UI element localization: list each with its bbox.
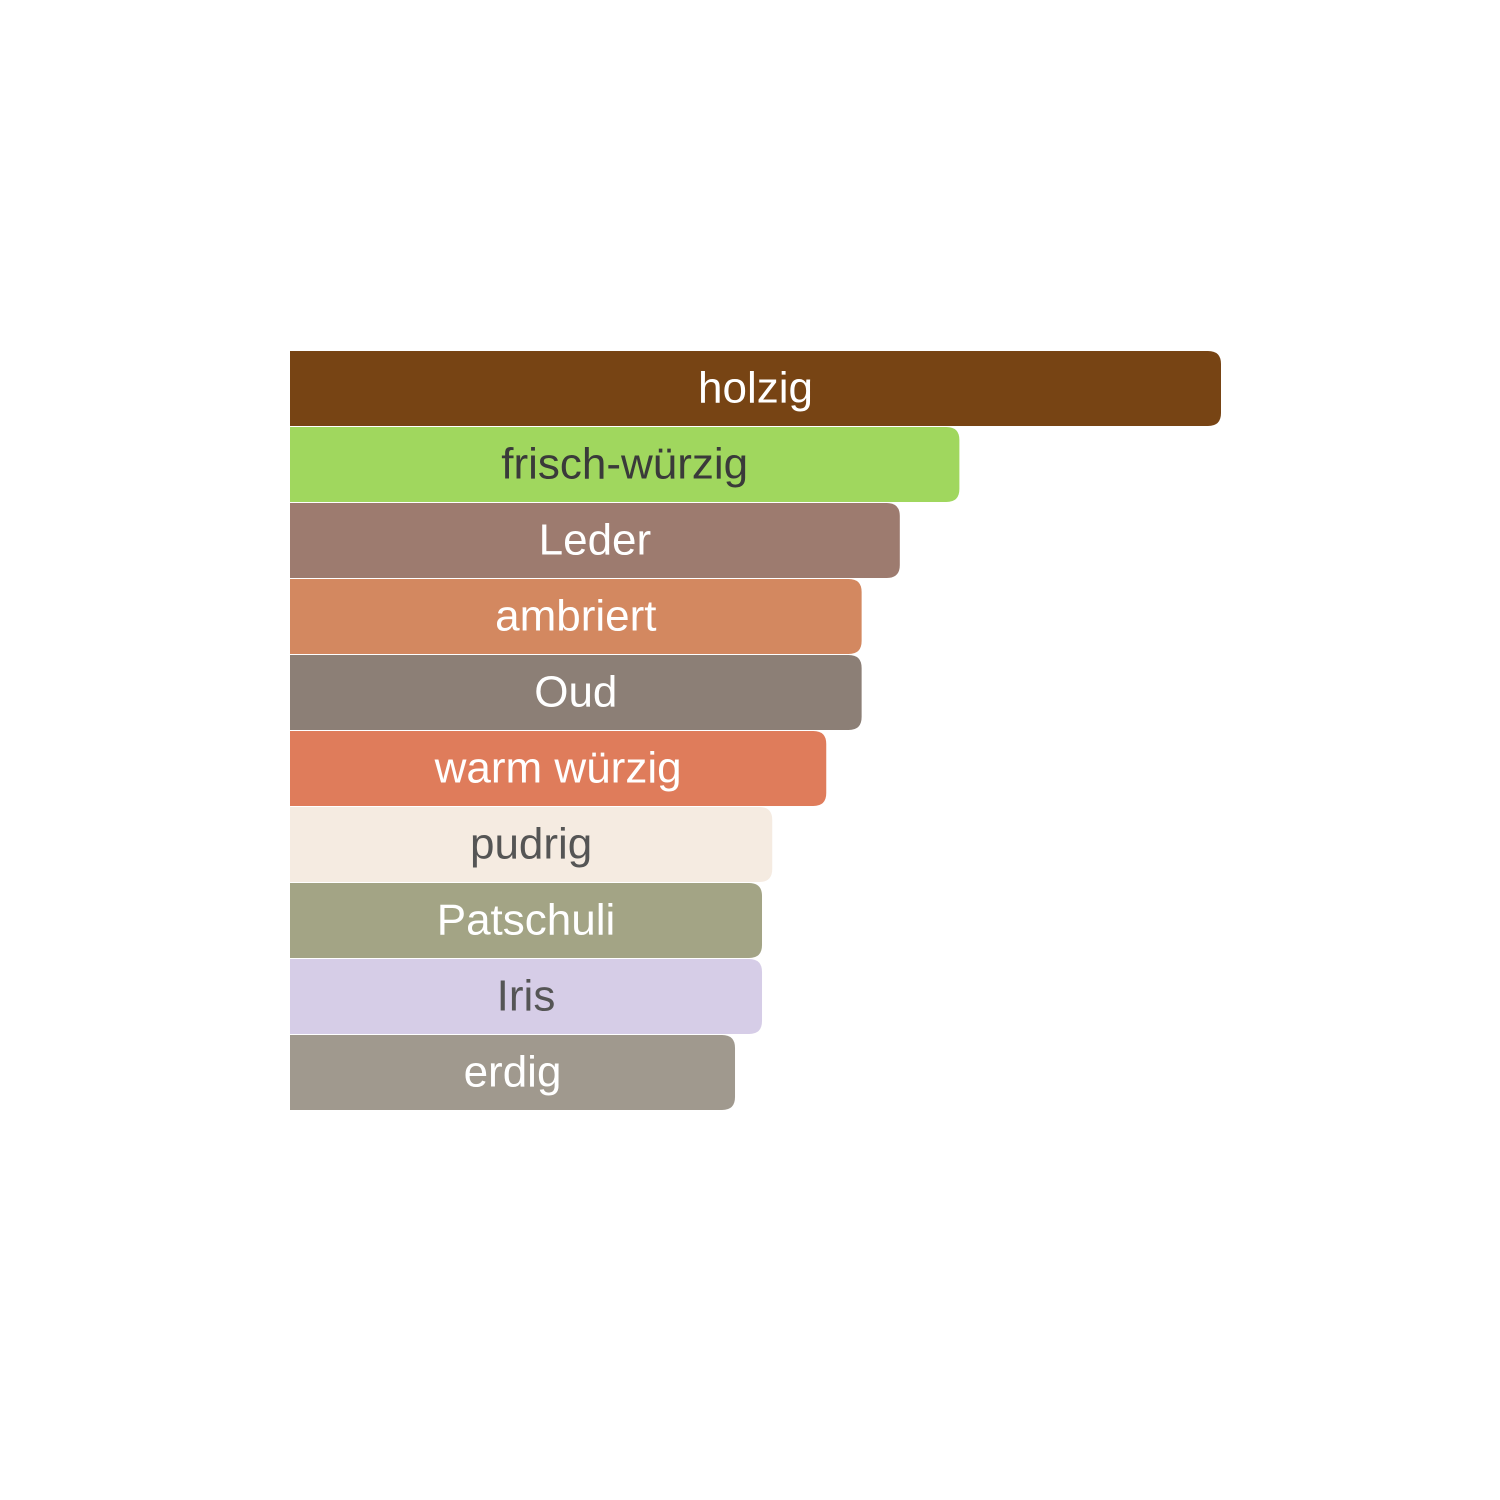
bar-label: holzig (698, 364, 813, 413)
bar (290, 731, 827, 806)
bar-label: frisch-würzig (501, 440, 748, 489)
bar (290, 579, 862, 654)
bar-label: Leder (539, 516, 652, 565)
bar (290, 1035, 736, 1110)
bar-label: pudrig (470, 820, 592, 869)
bar-label: Iris (497, 972, 556, 1021)
bar (290, 503, 900, 578)
bar (290, 959, 763, 1034)
bar-label: Patschuli (437, 896, 616, 945)
bar (290, 655, 862, 730)
bar (290, 427, 960, 502)
bar-label: Oud (534, 668, 617, 717)
bar (290, 807, 773, 882)
bar-label: ambriert (495, 592, 656, 641)
bar (290, 883, 763, 958)
bar (290, 351, 1221, 426)
bar-label: warm würzig (434, 744, 682, 793)
bar-label: erdig (464, 1048, 562, 1097)
